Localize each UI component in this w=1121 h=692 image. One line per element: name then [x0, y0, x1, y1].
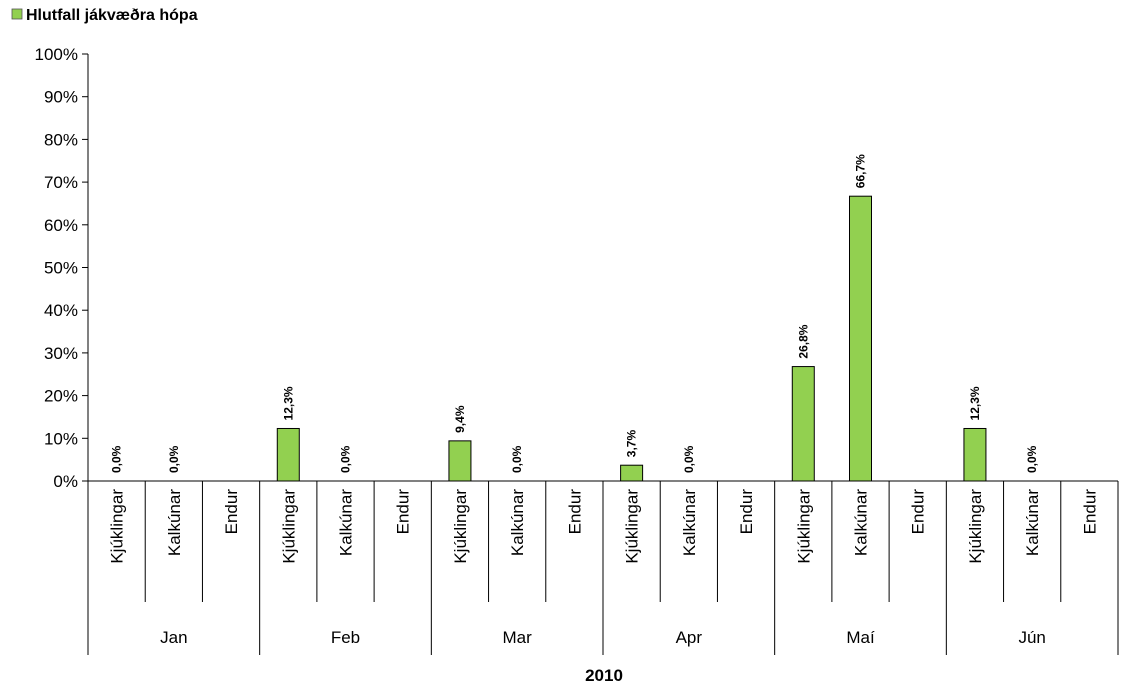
value-label: 3,7%: [625, 430, 639, 458]
x-tick-label: Kalkúnar: [337, 489, 356, 556]
group-label: Feb: [331, 628, 360, 647]
value-label: 0,0%: [510, 445, 524, 473]
y-tick-label: 90%: [44, 88, 78, 107]
value-label: 0,0%: [339, 445, 353, 473]
x-tick-label: Kjúklingar: [623, 489, 642, 564]
x-tick-label: Endur: [394, 489, 413, 535]
value-label: 0,0%: [167, 445, 181, 473]
value-label: 0,0%: [682, 445, 696, 473]
value-label: 12,3%: [281, 386, 295, 420]
x-tick-label: Kalkúnar: [680, 489, 699, 556]
x-tick-label: Kalkúnar: [1023, 489, 1042, 556]
y-tick-label: 40%: [44, 301, 78, 320]
bar: [276, 427, 300, 482]
y-tick-label: 20%: [44, 387, 78, 406]
y-tick-label: 70%: [44, 173, 78, 192]
x-tick-label: Kjúklingar: [279, 489, 298, 564]
x-tick-label: Endur: [565, 489, 584, 535]
x-tick-label: Kalkúnar: [852, 489, 871, 556]
group-label: Apr: [676, 628, 703, 647]
x-tick-label: Kalkúnar: [508, 489, 527, 556]
y-tick-label: 60%: [44, 216, 78, 235]
x-tick-label: Kjúklingar: [794, 489, 813, 564]
bar: [620, 464, 644, 482]
group-label: Maí: [846, 628, 875, 647]
y-tick-label: 10%: [44, 429, 78, 448]
value-label: 0,0%: [1025, 445, 1039, 473]
x-tick-label: Endur: [909, 489, 928, 535]
bar: [963, 427, 987, 482]
bar: [448, 440, 472, 482]
x-tick-label: Kjúklingar: [108, 489, 127, 564]
x-tick-label: Kalkúnar: [165, 489, 184, 556]
group-label: Jan: [160, 628, 187, 647]
bar: [791, 366, 815, 482]
x-tick-label: Endur: [222, 489, 241, 535]
value-label: 26,8%: [796, 324, 810, 358]
y-tick-label: 0%: [53, 472, 78, 491]
x-tick-label: Kjúklingar: [966, 489, 985, 564]
value-label: 0,0%: [110, 445, 124, 473]
x-tick-label: Kjúklingar: [451, 489, 470, 564]
x-axis-label: 2010: [585, 666, 623, 685]
bar: [849, 195, 872, 482]
y-tick-label: 30%: [44, 344, 78, 363]
group-label: Jún: [1018, 628, 1045, 647]
group-label: Mar: [503, 628, 533, 647]
x-tick-label: Endur: [1080, 489, 1099, 535]
value-label: 9,4%: [453, 405, 467, 433]
legend-label: Hlutfall jákvæðra hópa: [26, 7, 198, 24]
y-tick-label: 50%: [44, 259, 78, 278]
value-label: 12,3%: [968, 386, 982, 420]
legend-swatch: [11, 8, 23, 20]
value-label: 66,7%: [854, 154, 868, 188]
x-tick-label: Endur: [737, 489, 756, 535]
y-tick-label: 80%: [44, 130, 78, 149]
y-tick-label: 100%: [35, 45, 78, 64]
